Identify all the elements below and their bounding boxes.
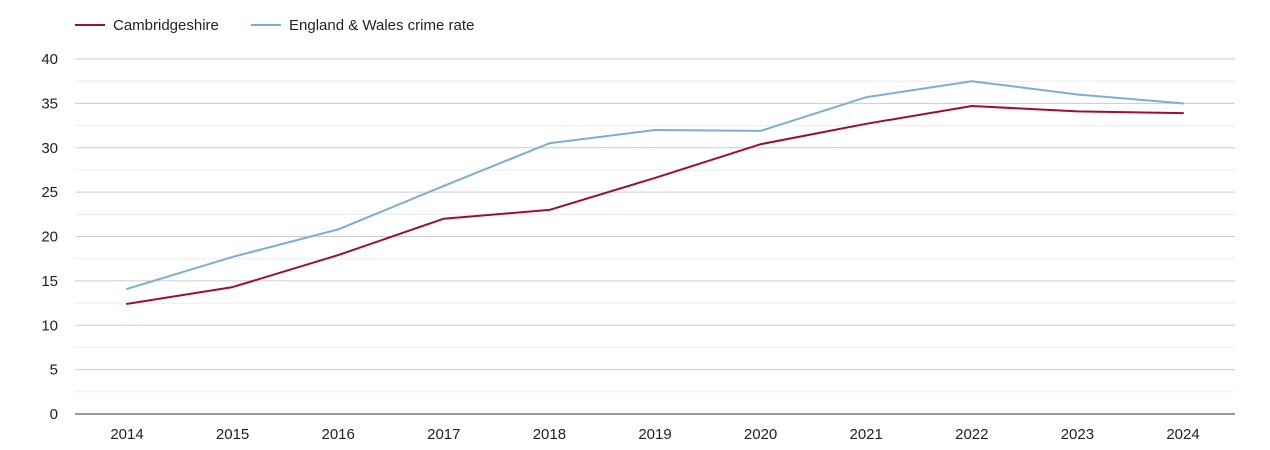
x-tick-label: 2019 [638, 426, 671, 443]
y-tick-label: 40 [41, 51, 58, 68]
x-tick-label: 2022 [955, 426, 988, 443]
x-tick-label: 2016 [322, 426, 355, 443]
y-axis: 0 5 10 15 20 25 30 35 40 [41, 51, 58, 423]
y-tick-label: 15 [41, 273, 58, 290]
legend-item-england-wales: England & Wales crime rate [251, 17, 474, 34]
x-tick-label: 2015 [216, 426, 249, 443]
legend-label-england-wales: England & Wales crime rate [289, 17, 474, 34]
x-tick-label: 2014 [110, 426, 143, 443]
plot-series [126, 80, 1184, 305]
series-line-cambridgeshire [126, 105, 1184, 305]
x-tick-label: 2018 [533, 426, 566, 443]
series-line-england-and-wales-crime-rate [126, 80, 1184, 290]
x-axis: 2014 2015 2016 2017 2018 2019 2020 2021 2022 2023… [75, 413, 1235, 443]
x-tick-label: 2020 [744, 426, 777, 443]
gridlines [75, 58, 1235, 393]
y-tick-label: 0 [50, 406, 58, 423]
y-tick-label: 25 [41, 184, 58, 201]
x-tick-label: 2021 [850, 426, 883, 443]
y-tick-label: 30 [41, 140, 58, 157]
y-tick-label: 5 [50, 362, 58, 379]
y-tick-label: 20 [41, 229, 58, 246]
x-tick-label: 2024 [1166, 426, 1199, 443]
x-tick-label: 2023 [1061, 426, 1094, 443]
y-tick-label: 35 [41, 95, 58, 112]
legend: Cambridgeshire England & Wales crime rat… [75, 17, 474, 34]
y-tick-label: 10 [41, 317, 58, 334]
x-tick-label: 2017 [427, 426, 460, 443]
legend-item-cambridgeshire: Cambridgeshire [75, 17, 219, 34]
legend-label-cambridgeshire: Cambridgeshire [113, 17, 219, 34]
